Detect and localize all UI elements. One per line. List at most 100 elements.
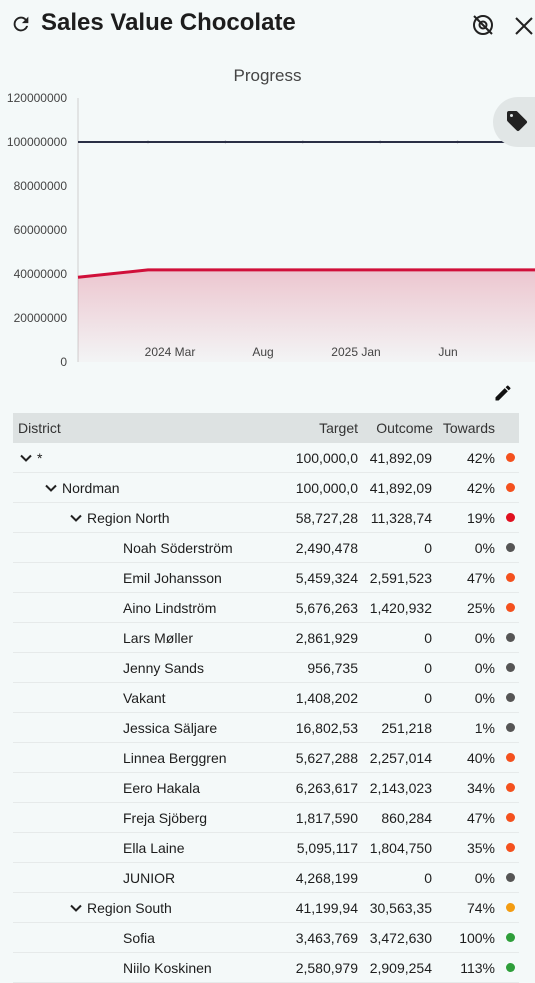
y-tick-label: 100000000 <box>7 135 67 149</box>
row-district: Ella Laine <box>123 840 185 856</box>
row-outcome: 0 <box>424 540 432 556</box>
row-towards: 19% <box>466 510 495 526</box>
table-row[interactable]: Region North 58,727,28 11,328,74 19% <box>13 503 519 533</box>
series-point <box>224 140 227 144</box>
status-dot <box>506 453 515 462</box>
x-tick-label: Jun <box>438 345 457 359</box>
table-row[interactable]: Emil Johansson 5,459,324 2,591,523 47% <box>13 563 519 593</box>
table-row[interactable]: Noah Söderström 2,490,478 0 0% <box>13 533 519 563</box>
table-row[interactable]: Eero Hakala 6,263,617 2,143,023 34% <box>13 773 519 803</box>
row-towards: 0% <box>474 540 495 556</box>
row-target: 4,268,199 <box>295 870 358 886</box>
table-row[interactable]: Aino Lindström 5,676,263 1,420,932 25% <box>13 593 519 623</box>
row-outcome: 11,328,74 <box>370 510 432 526</box>
row-district: Region South <box>87 900 172 916</box>
table-row[interactable]: Vakant 1,408,202 0 0% <box>13 683 519 713</box>
row-district: Freja Sjöberg <box>123 810 208 826</box>
table-row[interactable]: Sofia 3,463,769 3,472,630 100% <box>13 923 519 953</box>
row-district: Noah Söderström <box>123 540 233 556</box>
status-dot <box>506 483 515 492</box>
chevron-down-icon[interactable] <box>69 511 83 525</box>
status-dot <box>506 693 515 702</box>
header-towards[interactable]: Towards <box>442 420 495 436</box>
y-tick-label: 40000000 <box>14 267 68 281</box>
x-tick-label: 2025 Jan <box>331 345 380 359</box>
row-outcome: 0 <box>424 690 432 706</box>
row-district: Vakant <box>123 690 166 706</box>
header-outcome[interactable]: Outcome <box>376 420 433 436</box>
row-towards: 100% <box>459 930 495 946</box>
status-dot <box>506 783 515 792</box>
table-header: District Target Outcome Towards <box>13 413 519 443</box>
row-towards: 42% <box>466 450 495 466</box>
refresh-icon[interactable] <box>10 13 32 35</box>
status-dot <box>506 813 515 822</box>
row-target: 2,861,929 <box>295 630 358 646</box>
table-row[interactable]: Jenny Sands 956,735 0 0% <box>13 653 519 683</box>
y-tick-label: 80000000 <box>14 179 68 193</box>
table-row[interactable]: Ella Laine 5,095,117 1,804,750 35% <box>13 833 519 863</box>
y-tick-label: 120000000 <box>7 91 67 105</box>
status-dot <box>506 603 515 612</box>
table-row[interactable]: JUNIOR 4,268,199 0 0% <box>13 863 519 893</box>
row-towards: 42% <box>466 480 495 496</box>
table-row[interactable]: Linnea Berggren 5,627,288 2,257,014 40% <box>13 743 519 773</box>
chevron-down-icon[interactable] <box>69 901 83 915</box>
row-outcome: 41,892,09 <box>369 450 432 466</box>
row-towards: 25% <box>466 600 495 616</box>
row-district: Aino Lindström <box>123 600 217 616</box>
row-district: Emil Johansson <box>123 570 222 586</box>
row-target: 956,735 <box>307 660 358 676</box>
table-row[interactable]: Nordman 100,000,0 41,892,09 42% <box>13 473 519 503</box>
row-towards: 0% <box>474 870 495 886</box>
row-district: Niilo Koskinen <box>123 960 212 976</box>
x-tick-label: Aug <box>252 345 273 359</box>
row-outcome: 251,218 <box>381 720 432 736</box>
outcome-area <box>78 269 535 362</box>
row-target: 5,627,288 <box>295 750 358 766</box>
row-outcome: 0 <box>424 630 432 646</box>
row-district: JUNIOR <box>123 870 176 886</box>
x-tick-label: 2024 Mar <box>145 345 196 359</box>
row-target: 5,095,117 <box>296 840 358 856</box>
status-dot <box>506 513 515 522</box>
table-row[interactable]: Region South 41,199,94 30,563,35 74% <box>13 893 519 923</box>
chevron-down-icon[interactable] <box>44 481 58 495</box>
header: Sales Value Chocolate <box>0 0 535 50</box>
row-district: * <box>37 450 43 466</box>
table-row[interactable]: Lars Møller 2,861,929 0 0% <box>13 623 519 653</box>
row-towards: 0% <box>474 690 495 706</box>
row-towards: 35% <box>466 840 495 856</box>
row-towards: 40% <box>466 750 495 766</box>
row-outcome: 860,284 <box>381 810 432 826</box>
series-line-outcome <box>77 268 535 279</box>
header-district[interactable]: District <box>18 420 61 436</box>
close-icon[interactable] <box>512 12 534 38</box>
row-outcome: 1,804,750 <box>369 840 432 856</box>
chevron-down-icon[interactable] <box>19 451 33 465</box>
tag-button[interactable] <box>493 97 535 147</box>
hide-target-icon[interactable] <box>470 12 496 38</box>
chart-title: Progress <box>233 66 302 85</box>
row-outcome: 2,143,023 <box>369 780 432 796</box>
row-outcome: 0 <box>424 660 432 676</box>
table-row[interactable]: Niilo Koskinen 2,580,979 2,909,254 113% <box>13 953 519 983</box>
row-target: 5,459,324 <box>295 570 358 586</box>
row-outcome: 2,909,254 <box>369 960 432 976</box>
y-tick-label: 0 <box>60 355 67 369</box>
header-target[interactable]: Target <box>319 420 358 436</box>
edit-icon[interactable] <box>493 383 513 403</box>
tag-icon <box>507 111 527 132</box>
progress-chart: 0 20000000 40000000 60000000 80000000 1000000… <box>7 91 535 369</box>
row-target: 16,802,53 <box>295 720 358 736</box>
row-towards: 34% <box>466 780 495 796</box>
row-target: 2,580,979 <box>295 960 358 976</box>
row-target: 100,000,0 <box>295 480 358 496</box>
table-row[interactable]: Freja Sjöberg 1,817,590 860,284 47% <box>13 803 519 833</box>
row-target: 2,490,478 <box>295 540 358 556</box>
table-row[interactable]: * 100,000,0 41,892,09 42% <box>13 443 519 473</box>
status-dot <box>506 543 515 552</box>
row-target: 58,727,28 <box>295 510 358 526</box>
table-row[interactable]: Jessica Säljare 16,802,53 251,218 1% <box>13 713 519 743</box>
row-towards: 0% <box>474 660 495 676</box>
